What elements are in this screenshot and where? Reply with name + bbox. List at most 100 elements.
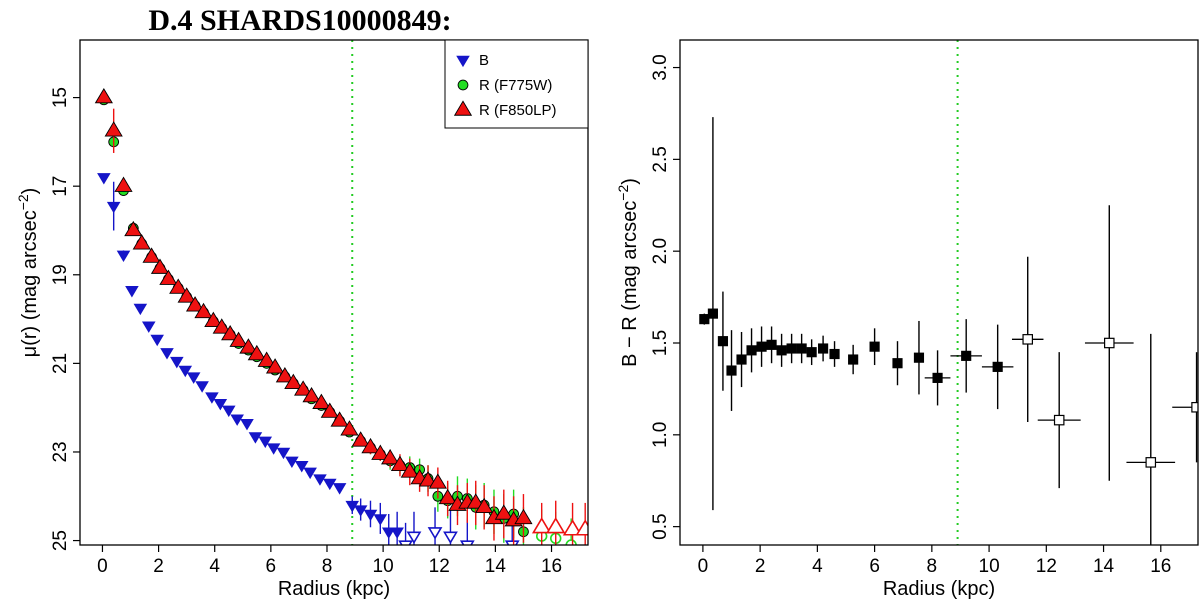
x-tick-label: 16 [1150, 556, 1171, 577]
data-point [1191, 401, 1198, 413]
data-point [363, 509, 378, 522]
data-point [766, 339, 777, 350]
data-point [212, 318, 231, 334]
y-tick-label: 0.5 [650, 513, 671, 539]
data-point [150, 334, 164, 347]
plot-frame [679, 39, 1199, 546]
data-point [562, 519, 583, 536]
data-point [992, 361, 1003, 372]
y-tick-label: 3.0 [650, 54, 671, 80]
data-point [381, 448, 400, 465]
data-point [294, 461, 309, 473]
data-point [247, 344, 266, 361]
data-point [736, 354, 747, 365]
data-point [565, 539, 577, 545]
data-point [323, 478, 337, 491]
data-point [178, 365, 193, 378]
data-point [133, 303, 148, 316]
x-tick-label: 0 [97, 556, 108, 577]
plot-frame [79, 39, 589, 546]
data-point [320, 402, 339, 418]
y-tick-label: 17 [50, 176, 71, 197]
data-point [239, 338, 258, 354]
x-tick-label: 2 [153, 556, 164, 577]
data-point [240, 418, 254, 431]
y-tick-label: 25 [50, 530, 71, 551]
data-point [373, 514, 388, 526]
data-point [276, 447, 291, 460]
y-tick-label: 2.0 [650, 238, 671, 264]
y-tick-label: 19 [50, 264, 71, 285]
x-tick-label: 6 [266, 556, 277, 577]
data-point [353, 505, 368, 517]
data-point [257, 351, 276, 367]
data-point [371, 444, 390, 460]
data-point [124, 220, 143, 237]
data-point [258, 436, 273, 449]
data-point [313, 474, 327, 486]
data-point [406, 531, 422, 545]
data-point [330, 411, 349, 427]
data-point [381, 527, 396, 539]
x-tick-label: 8 [927, 556, 938, 577]
data-point [475, 497, 494, 514]
x-tick-label: 14 [1093, 556, 1115, 577]
x-tick-label: 0 [698, 556, 709, 577]
data-point [707, 308, 718, 319]
data-point [438, 488, 457, 505]
data-point [312, 393, 331, 409]
data-point [400, 462, 419, 478]
data-point [466, 493, 485, 509]
data-point [302, 386, 321, 403]
data-point [932, 372, 943, 383]
legend-marker [457, 79, 469, 91]
data-point [796, 343, 807, 354]
legend-marker [456, 55, 470, 68]
data-point [194, 302, 213, 319]
data-point [185, 296, 205, 312]
y-tick-label: 2.5 [650, 146, 671, 172]
data-point [104, 121, 123, 137]
x-tick-label: 8 [322, 556, 333, 577]
legend: B R (F775W) R (F850LP) [444, 39, 589, 129]
x-tick-label: 12 [429, 556, 450, 577]
data-point [361, 437, 380, 454]
y-tick-label: 15 [50, 87, 71, 108]
legend-label: R (F775W) [479, 77, 552, 94]
data-point [776, 345, 787, 356]
data-point [132, 234, 151, 250]
data-point [443, 531, 458, 545]
data-point [1022, 334, 1033, 345]
x-tick-label: 14 [485, 556, 507, 577]
y-tick-label: 1.5 [650, 330, 671, 356]
data-point [427, 527, 443, 540]
data-point [160, 348, 174, 360]
data-point [531, 516, 552, 534]
x-tick-label: 10 [979, 556, 1000, 577]
data-point [848, 354, 859, 365]
data-point [390, 455, 410, 471]
data-point [114, 176, 133, 192]
data-point [961, 350, 972, 361]
data-point [195, 381, 209, 393]
data-point [332, 483, 347, 495]
data-point [390, 527, 404, 539]
data-point [829, 348, 840, 360]
data-point [351, 431, 370, 447]
data-point [494, 504, 513, 520]
data-point [869, 341, 880, 352]
data-point [717, 336, 729, 347]
data-point [699, 314, 710, 325]
data-points [699, 117, 1198, 545]
data-point [1053, 414, 1065, 426]
data-point [204, 311, 223, 327]
data-point [97, 173, 111, 185]
data-point [294, 380, 313, 396]
data-point [116, 250, 131, 263]
data-point [125, 286, 139, 298]
data-point [142, 247, 161, 263]
data-point [398, 540, 413, 545]
data-point [806, 347, 817, 358]
data-point [150, 258, 170, 274]
legend-label: R (F850LP) [479, 102, 557, 119]
